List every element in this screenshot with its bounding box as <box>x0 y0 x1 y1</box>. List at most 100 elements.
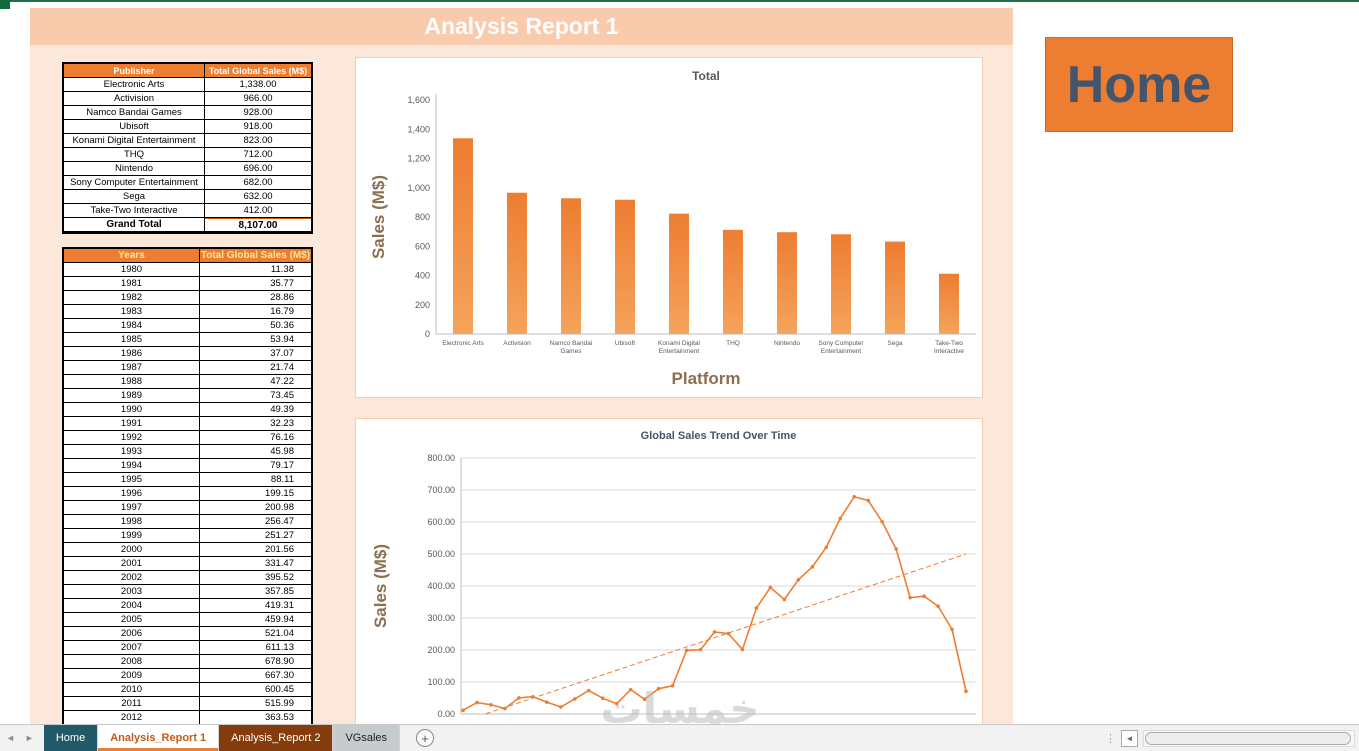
row-label-cell[interactable]: 1993 <box>64 445 200 459</box>
sheet-tab-vgsales[interactable]: VGsales <box>333 725 401 751</box>
table-header-cell[interactable]: Total Global Sales (M$) <box>200 249 311 263</box>
row-label-cell[interactable]: Namco Bandai Games <box>64 106 205 120</box>
row-value-cell[interactable]: 199.15 <box>200 487 311 501</box>
row-value-cell[interactable]: 45.98 <box>200 445 311 459</box>
row-label-cell[interactable]: 2003 <box>64 585 200 599</box>
row-value-cell[interactable]: 682.00 <box>205 176 311 190</box>
row-value-cell[interactable]: 521.04 <box>200 627 311 641</box>
tab-scroll-right-icon[interactable]: ► <box>24 733 34 743</box>
row-label-cell[interactable]: 2004 <box>64 599 200 613</box>
row-value-cell[interactable]: 21.74 <box>200 361 311 375</box>
table-header-cell[interactable]: Publisher <box>64 64 205 78</box>
row-value-cell[interactable]: 667.30 <box>200 669 311 683</box>
new-sheet-button[interactable]: + <box>416 729 435 747</box>
row-value-cell[interactable]: 632.00 <box>205 190 311 204</box>
row-label-cell[interactable]: 1988 <box>64 375 200 389</box>
row-value-cell[interactable]: 76.16 <box>200 431 311 445</box>
row-label-cell[interactable]: 1980 <box>64 263 200 277</box>
row-value-cell[interactable]: 696.00 <box>205 162 311 176</box>
scrollbar-grip-icon[interactable]: ⋮ <box>1105 733 1116 745</box>
publisher-bar-chart[interactable]: 0 200 400 600 800 1,000 1,200 1,400 1,600 Total Sa… <box>355 57 983 398</box>
row-value-cell[interactable]: 678.90 <box>200 655 311 669</box>
scrollbar-thumb[interactable] <box>1145 732 1351 745</box>
row-label-cell[interactable]: 2009 <box>64 669 200 683</box>
row-label-cell[interactable]: 1994 <box>64 459 200 473</box>
sheet-tab-home[interactable]: Home <box>43 725 99 751</box>
row-label-cell[interactable]: 1984 <box>64 319 200 333</box>
scrollbar-track[interactable] <box>1143 730 1355 747</box>
row-value-cell[interactable]: 357.85 <box>200 585 311 599</box>
row-label-cell[interactable]: 1982 <box>64 291 200 305</box>
row-label-cell[interactable]: 1995 <box>64 473 200 487</box>
row-value-cell[interactable]: 966.00 <box>205 92 311 106</box>
row-value-cell[interactable]: 823.00 <box>205 134 311 148</box>
row-label-cell[interactable]: 1998 <box>64 515 200 529</box>
row-value-cell[interactable]: 459.94 <box>200 613 311 627</box>
row-label-cell[interactable]: 2002 <box>64 571 200 585</box>
row-value-cell[interactable]: 28.86 <box>200 291 311 305</box>
row-label-cell[interactable]: 1996 <box>64 487 200 501</box>
row-value-cell[interactable]: 256.47 <box>200 515 311 529</box>
row-label-cell[interactable]: Take-Two Interactive <box>64 204 205 218</box>
row-label-cell[interactable]: 2012 <box>64 711 200 725</box>
row-label-cell[interactable]: Sony Computer Entertainment <box>64 176 205 190</box>
row-value-cell[interactable]: 251.27 <box>200 529 311 543</box>
row-label-cell[interactable]: 1992 <box>64 431 200 445</box>
row-value-cell[interactable]: 47.22 <box>200 375 311 389</box>
row-label-cell[interactable]: 2010 <box>64 683 200 697</box>
grand-total-label-cell[interactable]: Grand Total <box>64 218 205 232</box>
row-value-cell[interactable]: 79.17 <box>200 459 311 473</box>
row-label-cell[interactable]: 2000 <box>64 543 200 557</box>
sheet-tab-analysis-report-2[interactable]: Analysis_Report 2 <box>219 725 334 751</box>
row-value-cell[interactable]: 201.56 <box>200 543 311 557</box>
row-label-cell[interactable]: THQ <box>64 148 205 162</box>
grand-total-value-cell[interactable]: 8,107.00 <box>205 218 311 232</box>
row-label-cell[interactable]: Sega <box>64 190 205 204</box>
sheet-tab-analysis-report-1[interactable]: Analysis_Report 1 <box>98 725 220 751</box>
row-value-cell[interactable]: 73.45 <box>200 389 311 403</box>
row-label-cell[interactable]: 2001 <box>64 557 200 571</box>
row-label-cell[interactable]: 1983 <box>64 305 200 319</box>
row-label-cell[interactable]: Ubisoft <box>64 120 205 134</box>
row-label-cell[interactable]: 1990 <box>64 403 200 417</box>
row-label-cell[interactable]: 1997 <box>64 501 200 515</box>
row-value-cell[interactable]: 37.07 <box>200 347 311 361</box>
row-label-cell[interactable]: 1987 <box>64 361 200 375</box>
row-label-cell[interactable]: 2008 <box>64 655 200 669</box>
row-value-cell[interactable]: 88.11 <box>200 473 311 487</box>
row-value-cell[interactable]: 331.47 <box>200 557 311 571</box>
table-header-cell[interactable]: Total Global Sales (M$) <box>205 64 311 78</box>
row-value-cell[interactable]: 918.00 <box>205 120 311 134</box>
row-label-cell[interactable]: Konami Digital Entertainment <box>64 134 205 148</box>
row-value-cell[interactable]: 928.00 <box>205 106 311 120</box>
row-value-cell[interactable]: 412.00 <box>205 204 311 218</box>
row-value-cell[interactable]: 363.53 <box>200 711 311 725</box>
scroll-left-button[interactable]: ◄ <box>1121 730 1138 747</box>
row-value-cell[interactable]: 200.98 <box>200 501 311 515</box>
row-label-cell[interactable]: 2005 <box>64 613 200 627</box>
tab-scroll-left-icon[interactable]: ◄ <box>6 733 15 743</box>
row-label-cell[interactable]: Activision <box>64 92 205 106</box>
row-label-cell[interactable]: 2007 <box>64 641 200 655</box>
row-label-cell[interactable]: 2006 <box>64 627 200 641</box>
row-label-cell[interactable]: Nintendo <box>64 162 205 176</box>
row-value-cell[interactable]: 712.00 <box>205 148 311 162</box>
row-label-cell[interactable]: 1986 <box>64 347 200 361</box>
row-value-cell[interactable]: 395.52 <box>200 571 311 585</box>
row-label-cell[interactable]: 1989 <box>64 389 200 403</box>
row-value-cell[interactable]: 32.23 <box>200 417 311 431</box>
row-value-cell[interactable]: 419.31 <box>200 599 311 613</box>
row-value-cell[interactable]: 600.45 <box>200 683 311 697</box>
row-label-cell[interactable]: Electronic Arts <box>64 78 205 92</box>
row-value-cell[interactable]: 53.94 <box>200 333 311 347</box>
row-value-cell[interactable]: 515.99 <box>200 697 311 711</box>
row-value-cell[interactable]: 16.79 <box>200 305 311 319</box>
home-button[interactable]: Home <box>1045 37 1233 132</box>
row-value-cell[interactable]: 49.39 <box>200 403 311 417</box>
table-header-cell[interactable]: Years <box>64 249 200 263</box>
row-value-cell[interactable]: 1,338.00 <box>205 78 311 92</box>
row-value-cell[interactable]: 611.13 <box>200 641 311 655</box>
row-label-cell[interactable]: 1985 <box>64 333 200 347</box>
sales-trend-line-chart[interactable]: 0.00 100.00 200.00 300.00 400.00 500.00 600.00… <box>355 418 983 728</box>
row-value-cell[interactable]: 11.38 <box>200 263 311 277</box>
